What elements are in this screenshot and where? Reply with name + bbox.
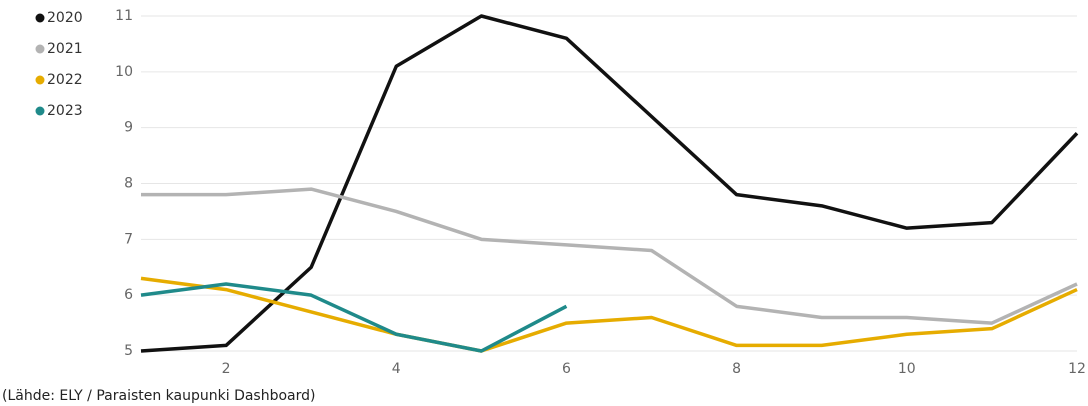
x-tick-label: 12: [1068, 361, 1086, 377]
y-tick-label: 10: [115, 64, 133, 80]
y-tick-label: 8: [124, 176, 133, 192]
x-tick-label: 2: [222, 361, 231, 377]
y-tick-label: 9: [124, 120, 133, 136]
y-tick-label: 6: [124, 287, 133, 303]
legend-marker: [35, 44, 45, 54]
series-line: [141, 187, 1078, 325]
series-line: [140, 14, 1079, 353]
series-line: [140, 276, 1078, 353]
series-line: [140, 282, 568, 353]
y-tick-label: 5: [124, 343, 133, 359]
legend-label: 2020: [47, 10, 83, 26]
source-note: (Lähde: ELY / Paraisten kaupunki Dashboa…: [2, 388, 315, 404]
legend-label: 2022: [47, 72, 83, 88]
x-tick-label: 10: [898, 361, 916, 377]
legend-marker: [35, 13, 45, 23]
y-tick-label: 7: [124, 231, 133, 247]
x-tick-label: 6: [562, 361, 571, 377]
legend-marker: [35, 106, 45, 116]
legend-marker: [35, 75, 45, 85]
legend: 2020 2021 2022 2023: [35, 10, 83, 119]
x-tick-label: 4: [392, 361, 401, 377]
legend-label: 2023: [47, 103, 83, 119]
x-tick-label: 8: [732, 361, 741, 377]
y-tick-label: 11: [115, 8, 133, 24]
legend-label: 2021: [47, 41, 83, 57]
